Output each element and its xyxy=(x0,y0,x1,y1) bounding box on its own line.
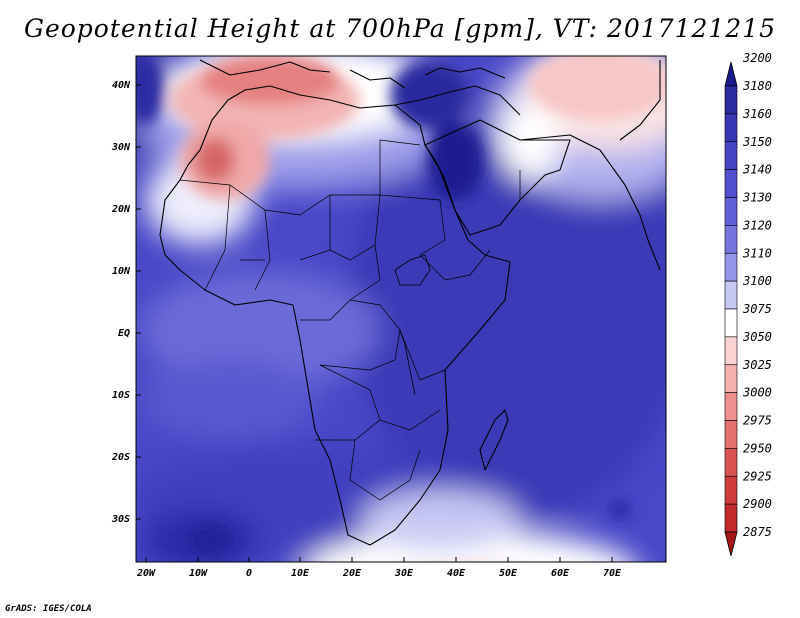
colorbar-swatch xyxy=(724,225,738,254)
lat-label: 10S xyxy=(112,390,130,401)
colorbar-swatch xyxy=(724,141,738,170)
colorbar-label: 2875 xyxy=(743,525,772,539)
colorbar-swatch xyxy=(724,197,738,226)
lon-label: 20W xyxy=(136,568,156,579)
colorbar-label: 3180 xyxy=(742,79,772,93)
colorbar-swatch xyxy=(724,420,738,449)
lon-label: 30E xyxy=(394,568,414,579)
colorbar-label: 3150 xyxy=(742,135,772,149)
lat-label: 10N xyxy=(112,266,131,277)
colorbar-label: 2950 xyxy=(743,441,772,455)
colorbar-label: 3140 xyxy=(742,163,772,177)
colorbar-swatch xyxy=(724,85,738,115)
colorbar: 3200 3180 3160 3150 3140 3130 3120 3110 3100 3075… xyxy=(724,51,772,557)
lat-label: 30N xyxy=(111,142,131,153)
lon-label: 20E xyxy=(342,568,362,579)
lat-label: 30S xyxy=(111,514,130,525)
lat-label: 40N xyxy=(112,80,131,91)
colorbar-swatch xyxy=(724,336,738,366)
lon-label: 70E xyxy=(603,568,622,579)
colorbar-swatch xyxy=(724,448,738,477)
colorbar-swatch xyxy=(724,392,738,421)
colorbar-swatch xyxy=(724,364,738,393)
country-borders xyxy=(179,139,521,501)
coastlines xyxy=(159,59,661,546)
lon-label: 60E xyxy=(551,568,570,579)
colorbar-label: 3075 xyxy=(742,302,772,316)
colorbar-label: 3025 xyxy=(742,358,772,372)
colorbar-swatch xyxy=(724,280,738,310)
colorbar-swatch xyxy=(724,169,738,198)
lon-label: 40E xyxy=(447,568,466,579)
chart-title: Geopotential Height at 700hPa [gpm], VT:… xyxy=(23,14,777,43)
colorbar-label: 3000 xyxy=(742,386,772,400)
lon-label: 10E xyxy=(291,568,310,579)
map-frame xyxy=(135,55,667,563)
lon-label: 0 xyxy=(246,568,252,579)
lat-label: 20S xyxy=(111,452,130,463)
colorbar-label: 2975 xyxy=(743,414,772,428)
lon-labels: 20W 10W 0 10E 20E 30E 40E 50E 60E 70E xyxy=(136,557,622,579)
colorbar-swatch xyxy=(724,475,738,505)
lat-label: 20N xyxy=(111,204,131,215)
lat-labels: 40N 30N 20N 10N EQ 10S 20S 30S xyxy=(111,80,141,525)
colorbar-swatch xyxy=(724,503,738,533)
colorbar-swatch xyxy=(724,113,738,143)
colorbar-label: 3200 xyxy=(742,51,772,65)
lon-label: 50E xyxy=(499,568,518,579)
colorbar-label: 3050 xyxy=(742,330,772,344)
colorbar-label: 2925 xyxy=(743,469,772,483)
colorbar-label: 2900 xyxy=(743,497,772,511)
lon-label: 10W xyxy=(189,568,208,579)
colorbar-label: 3130 xyxy=(742,191,772,205)
lat-label: EQ xyxy=(118,328,130,339)
colorbar-swatch xyxy=(724,252,738,282)
height-field xyxy=(136,56,666,562)
colorbar-label: 3120 xyxy=(742,218,772,232)
colorbar-swatch xyxy=(724,308,738,338)
colorbar-top-arrow xyxy=(724,61,738,87)
colorbar-label: 3160 xyxy=(742,107,772,121)
colorbar-bottom-arrow xyxy=(724,531,738,557)
colorbar-label: 3110 xyxy=(742,246,772,260)
colorbar-label: 3100 xyxy=(742,274,772,288)
credit-text: GrADS: IGES/COLA xyxy=(5,604,92,614)
